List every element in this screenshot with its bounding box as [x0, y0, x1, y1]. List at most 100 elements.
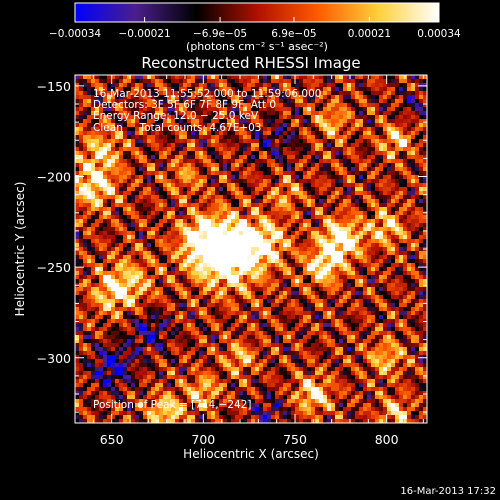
heatmap-cell	[379, 203, 384, 208]
heatmap-cell	[115, 247, 120, 252]
heatmap-cell	[311, 283, 316, 288]
heatmap-cell	[215, 263, 220, 268]
heatmap-cell	[355, 251, 360, 256]
heatmap-cell	[203, 163, 208, 168]
heatmap-cell	[423, 155, 427, 160]
heatmap-cell	[87, 247, 92, 252]
heatmap-cell	[347, 283, 352, 288]
heatmap-cell	[403, 103, 408, 108]
heatmap-cell	[371, 247, 376, 252]
heatmap-cell	[163, 299, 168, 304]
heatmap-cell	[267, 95, 272, 100]
heatmap-cell	[219, 227, 224, 232]
heatmap-cell	[367, 255, 372, 260]
heatmap-cell	[263, 79, 268, 84]
heatmap-cell	[139, 295, 144, 300]
heatmap-cell	[307, 235, 312, 240]
heatmap-cell	[107, 163, 112, 168]
heatmap-cell	[219, 283, 224, 288]
heatmap-cell	[123, 283, 128, 288]
heatmap-cell	[271, 99, 276, 104]
heatmap-cell	[375, 227, 380, 232]
heatmap-cell	[335, 171, 340, 176]
heatmap-cell	[123, 187, 128, 192]
heatmap-cell	[99, 107, 104, 112]
heatmap-cell	[167, 207, 172, 212]
heatmap-cell	[343, 83, 348, 88]
heatmap-cell	[131, 275, 136, 280]
heatmap-cell	[303, 103, 308, 108]
heatmap-cell	[387, 131, 392, 136]
heatmap-cell	[91, 151, 96, 156]
heatmap-cell	[135, 235, 140, 240]
heatmap-cell	[343, 235, 348, 240]
heatmap-cell	[155, 179, 160, 184]
heatmap-cell	[363, 95, 368, 100]
heatmap-cell	[195, 295, 200, 300]
heatmap-cell	[343, 219, 348, 224]
heatmap-cell	[339, 251, 344, 256]
heatmap-cell	[271, 127, 276, 132]
heatmap-cell	[223, 215, 228, 220]
heatmap-cell	[207, 203, 212, 208]
heatmap-cell	[223, 143, 228, 148]
heatmap-cell	[243, 155, 248, 160]
heatmap-cell	[271, 235, 276, 240]
heatmap-cell	[167, 147, 172, 152]
heatmap-cell	[279, 191, 284, 196]
heatmap-cell	[151, 255, 156, 260]
heatmap-cell	[395, 203, 400, 208]
heatmap-cell	[231, 91, 236, 96]
heatmap-cell	[235, 123, 240, 128]
heatmap-cell	[99, 171, 104, 176]
heatmap-cell	[343, 175, 348, 180]
heatmap-cell	[267, 103, 272, 108]
heatmap-cell	[423, 271, 427, 276]
heatmap-cell	[139, 223, 144, 228]
heatmap-cell	[135, 247, 140, 252]
heatmap-cell	[275, 115, 280, 120]
heatmap-cell	[411, 99, 416, 104]
heatmap-cell	[127, 175, 132, 180]
heatmap-cell	[235, 275, 240, 280]
heatmap-cell	[239, 99, 244, 104]
heatmap-cell	[111, 131, 116, 136]
heatmap-cell	[103, 211, 108, 216]
heatmap-cell	[407, 179, 412, 184]
heatmap-cell	[139, 195, 144, 200]
heatmap-cell	[379, 151, 384, 156]
heatmap-cell	[271, 259, 276, 264]
heatmap-cell	[219, 271, 224, 276]
heatmap-cell	[115, 291, 120, 296]
heatmap-cell	[331, 195, 336, 200]
heatmap-cell	[199, 91, 204, 96]
heatmap-cell	[95, 91, 100, 96]
heatmap-cell	[119, 255, 124, 260]
heatmap-cell	[343, 159, 348, 164]
heatmap-cell	[323, 147, 328, 152]
heatmap-cell	[195, 159, 200, 164]
heatmap-cell	[135, 263, 140, 268]
heatmap-cell	[375, 163, 380, 168]
heatmap-cell	[327, 291, 332, 296]
heatmap-cell	[123, 239, 128, 244]
heatmap-cell	[111, 287, 116, 292]
heatmap-cell	[279, 271, 284, 276]
heatmap-cell	[211, 251, 216, 256]
heatmap-cell	[187, 199, 192, 204]
heatmap-cell	[219, 251, 224, 256]
heatmap-cell	[335, 175, 340, 180]
heatmap-cell	[227, 123, 232, 128]
heatmap-cell	[351, 119, 356, 124]
heatmap-cell	[255, 243, 260, 248]
heatmap-cell	[419, 91, 424, 96]
heatmap-cell	[171, 99, 176, 104]
heatmap-cell	[295, 235, 300, 240]
heatmap-cell	[363, 163, 368, 168]
heatmap-cell	[91, 275, 96, 280]
heatmap-cell	[183, 279, 188, 284]
heatmap-cell	[399, 263, 404, 268]
heatmap-cell	[191, 223, 196, 228]
heatmap-cell	[131, 151, 136, 156]
heatmap-cell	[263, 127, 268, 132]
